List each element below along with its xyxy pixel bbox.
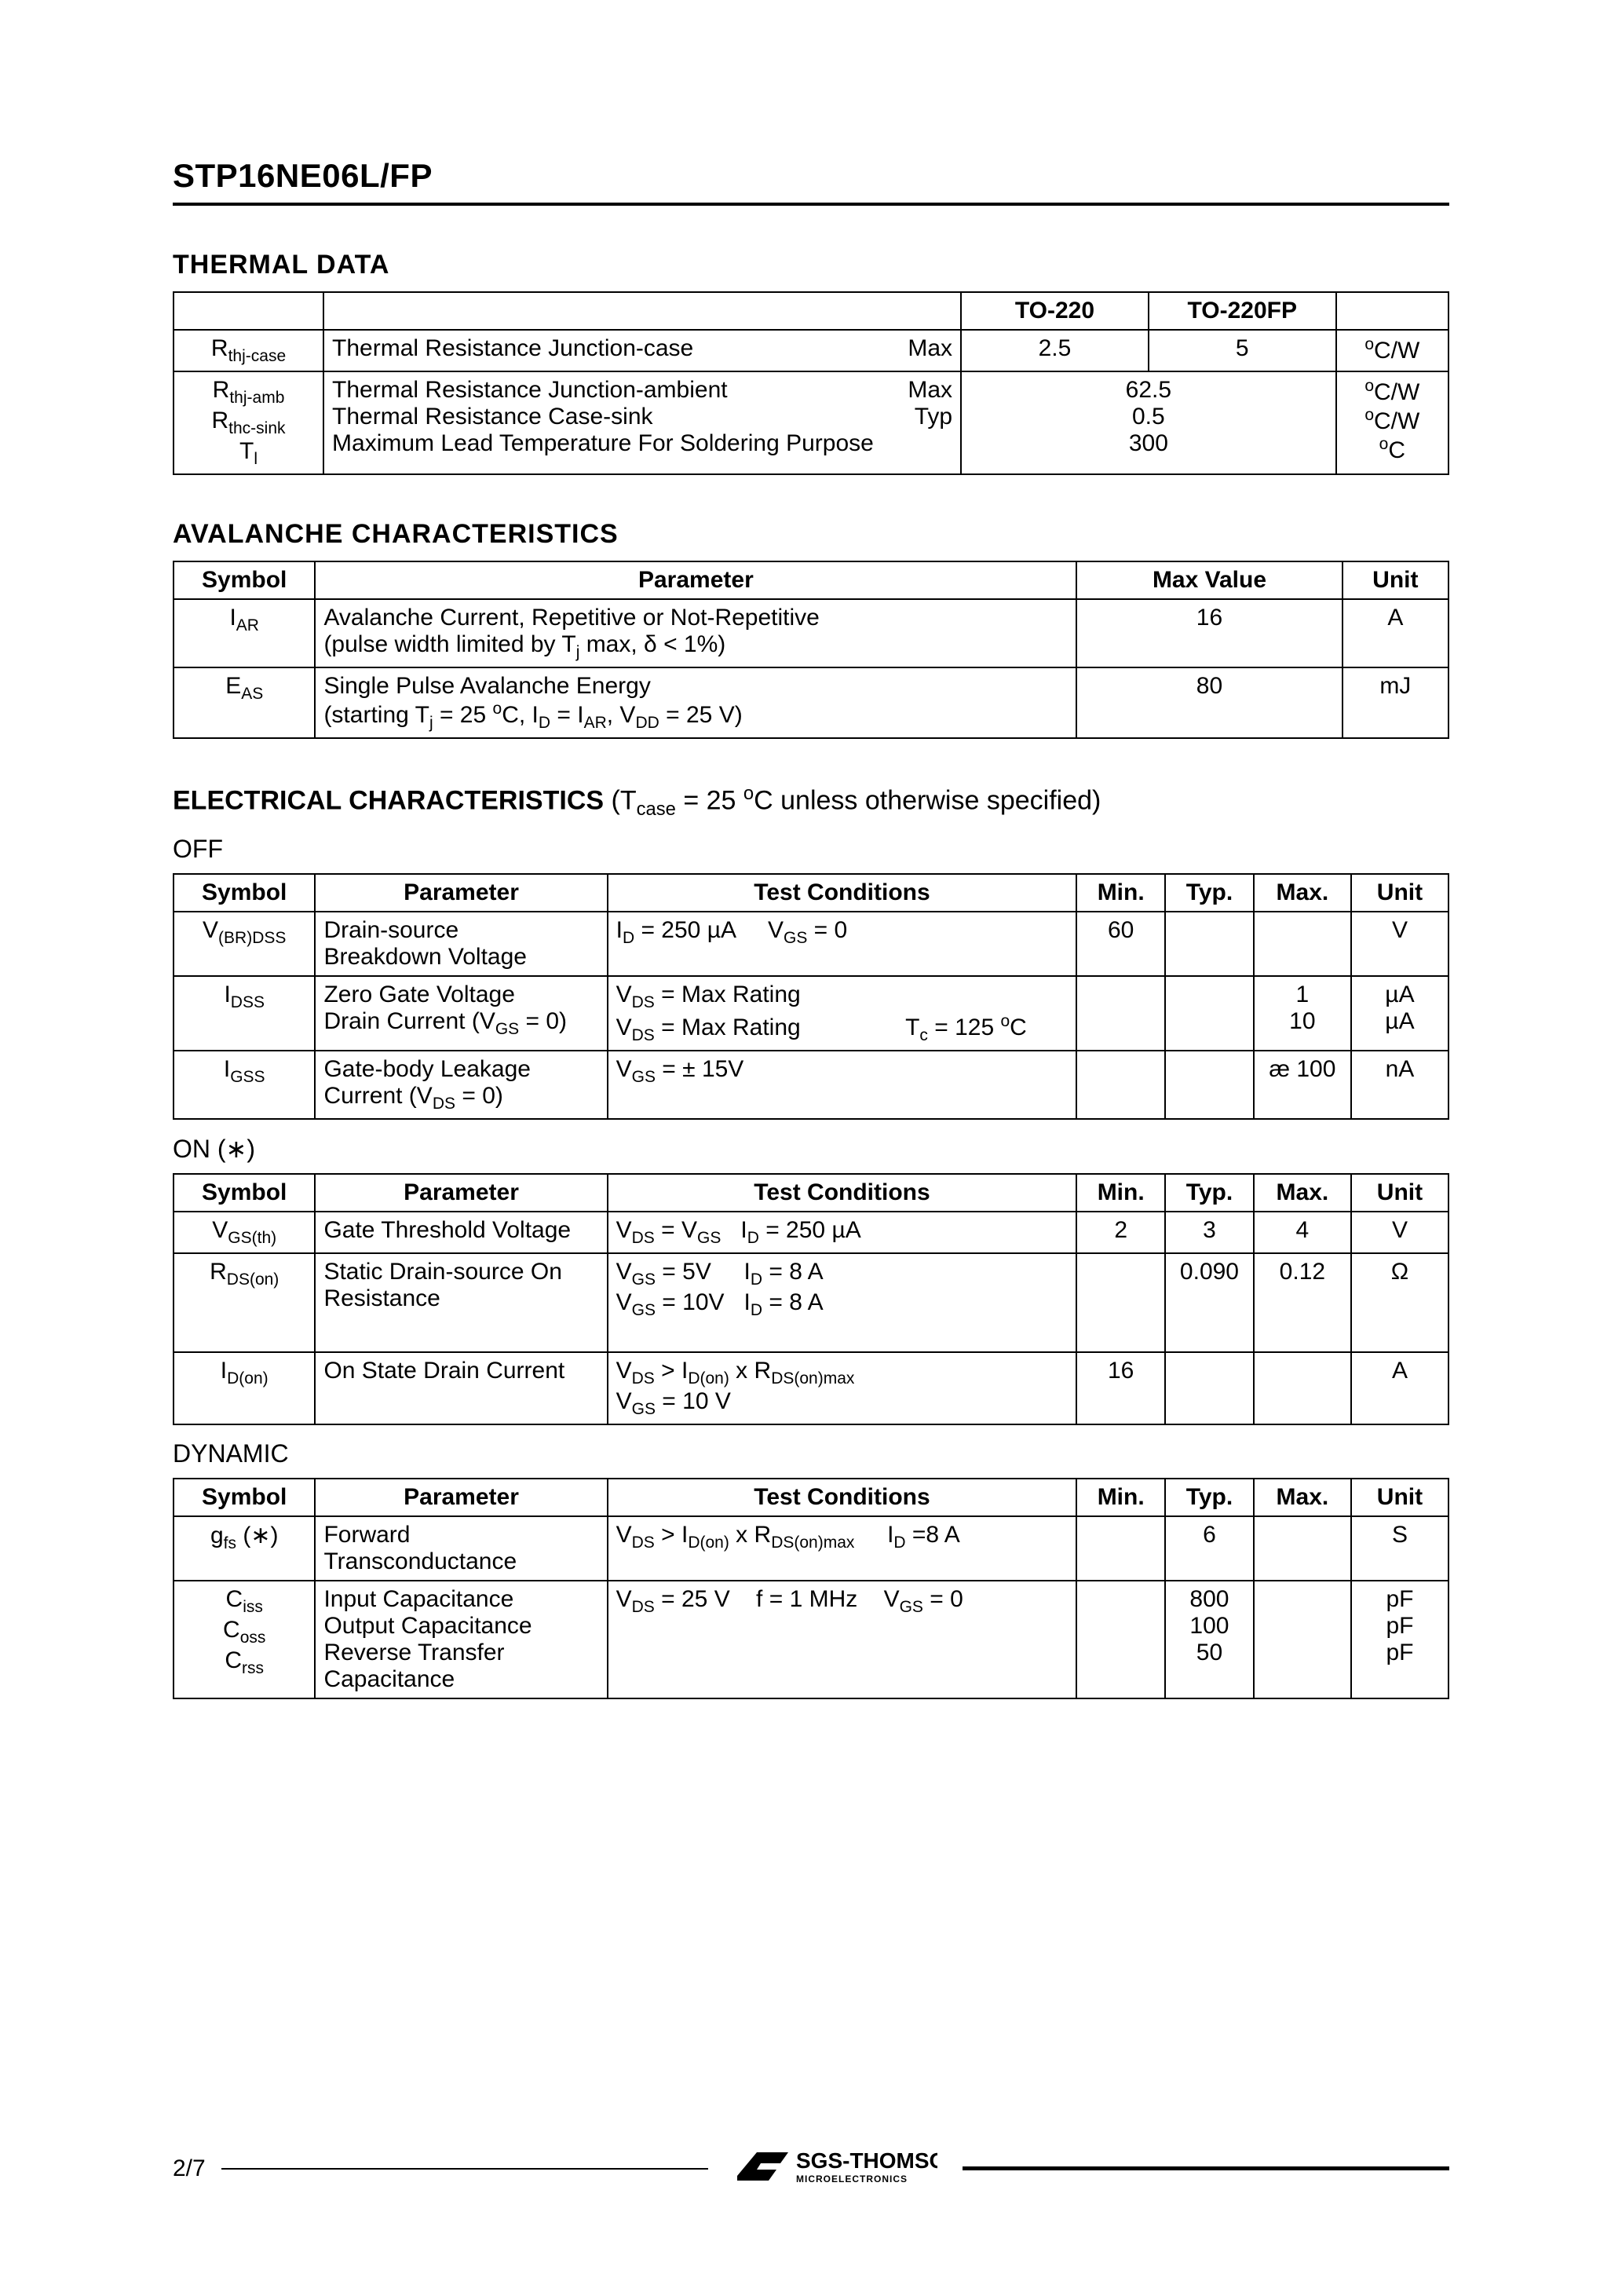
on-table: SymbolParameterTest ConditionsMin.Typ.Ma…	[173, 1173, 1449, 1425]
part-number: STP16NE06L/FP	[173, 157, 1449, 203]
off-table: SymbolParameterTest ConditionsMin.Typ.Ma…	[173, 873, 1449, 1120]
on-title: ON (∗)	[173, 1134, 1449, 1164]
logo-main-text: SGS-THOMSON	[796, 2148, 937, 2173]
electrical-title: ELECTRICAL CHARACTERISTICS (Tcase = 25 o…	[173, 783, 1449, 821]
logo-sub-text: MICROELECTRONICS	[796, 2174, 908, 2184]
footer-rule-left	[221, 2168, 708, 2170]
page-number: 2/7	[173, 2155, 221, 2182]
thermal-title: THERMAL DATA	[173, 250, 1449, 280]
avalanche-table: SymbolParameterMax ValueUnitIARAvalanche…	[173, 561, 1449, 739]
st-logo-icon: SGS-THOMSON MICROELECTRONICS	[733, 2143, 937, 2190]
datasheet-page: STP16NE06L/FP THERMAL DATA TO-220TO-220F…	[0, 0, 1622, 2296]
off-title: OFF	[173, 835, 1449, 864]
header-rule	[173, 203, 1449, 206]
page-footer: 2/7 SGS-THOMSON MICROELECTRONICS	[173, 2143, 1449, 2194]
st-logo: SGS-THOMSON MICROELECTRONICS	[724, 2143, 947, 2194]
dynamic-table: SymbolParameterTest ConditionsMin.Typ.Ma…	[173, 1478, 1449, 1699]
avalanche-title: AVALANCHE CHARACTERISTICS	[173, 519, 1449, 550]
part-header: STP16NE06L/FP	[173, 157, 1449, 206]
thermal-table: TO-220TO-220FPRthj-caseThermal Resistanc…	[173, 291, 1449, 475]
footer-rule-right	[963, 2166, 1449, 2170]
dynamic-title: DYNAMIC	[173, 1439, 1449, 1468]
